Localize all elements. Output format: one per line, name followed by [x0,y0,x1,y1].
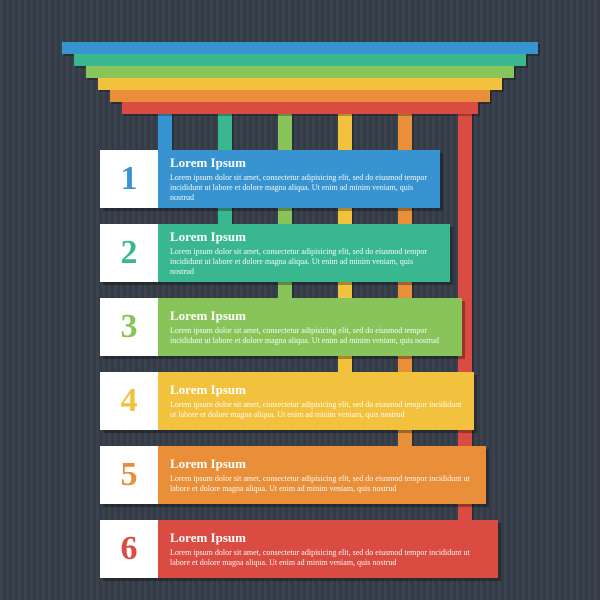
row-title-1: Lorem Ipsum [170,155,428,171]
row-content-5: Lorem Ipsum Lorem ipsum dolor sit amet, c… [158,446,486,504]
info-row-2: 2 Lorem Ipsum Lorem ipsum dolor sit amet, … [100,224,450,282]
row-content-2: Lorem Ipsum Lorem ipsum dolor sit amet, c… [158,224,450,282]
row-content-1: Lorem Ipsum Lorem ipsum dolor sit amet, c… [158,150,440,208]
row-body-3: Lorem ipsum dolor sit amet, consectetur … [170,326,450,346]
info-row-3: 3 Lorem Ipsum Lorem ipsum dolor sit amet, … [100,298,462,356]
infographic-stage: 1 Lorem Ipsum Lorem ipsum dolor sit amet, … [0,0,600,600]
row-number-3: 3 [100,298,158,356]
row-number-2: 2 [100,224,158,282]
row-title-5: Lorem Ipsum [170,456,474,472]
row-title-3: Lorem Ipsum [170,308,450,324]
row-content-6: Lorem Ipsum Lorem ipsum dolor sit amet, c… [158,520,498,578]
info-row-4: 4 Lorem Ipsum Lorem ipsum dolor sit amet, … [100,372,474,430]
header-bar-3 [86,66,514,78]
row-body-6: Lorem ipsum dolor sit amet, consectetur … [170,548,486,568]
row-number-6: 6 [100,520,158,578]
row-content-3: Lorem Ipsum Lorem ipsum dolor sit amet, c… [158,298,462,356]
header-bar-4 [98,78,502,90]
row-number-1: 1 [100,150,158,208]
info-row-1: 1 Lorem Ipsum Lorem ipsum dolor sit amet, … [100,150,440,208]
row-number-5: 5 [100,446,158,504]
info-row-5: 5 Lorem Ipsum Lorem ipsum dolor sit amet, … [100,446,486,504]
header-bar-5 [110,90,490,102]
row-title-6: Lorem Ipsum [170,530,486,546]
row-title-4: Lorem Ipsum [170,382,462,398]
row-body-4: Lorem ipsum dolor sit amet, consectetur … [170,400,462,420]
header-bar-2 [74,54,526,66]
info-row-6: 6 Lorem Ipsum Lorem ipsum dolor sit amet, … [100,520,498,578]
row-body-5: Lorem ipsum dolor sit amet, consectetur … [170,474,474,494]
row-content-4: Lorem Ipsum Lorem ipsum dolor sit amet, c… [158,372,474,430]
row-body-2: Lorem ipsum dolor sit amet, consectetur … [170,247,438,277]
row-number-4: 4 [100,372,158,430]
header-bar-6 [122,102,478,114]
row-title-2: Lorem Ipsum [170,229,438,245]
header-bar-1 [62,42,538,54]
row-body-1: Lorem ipsum dolor sit amet, consectetur … [170,173,428,203]
